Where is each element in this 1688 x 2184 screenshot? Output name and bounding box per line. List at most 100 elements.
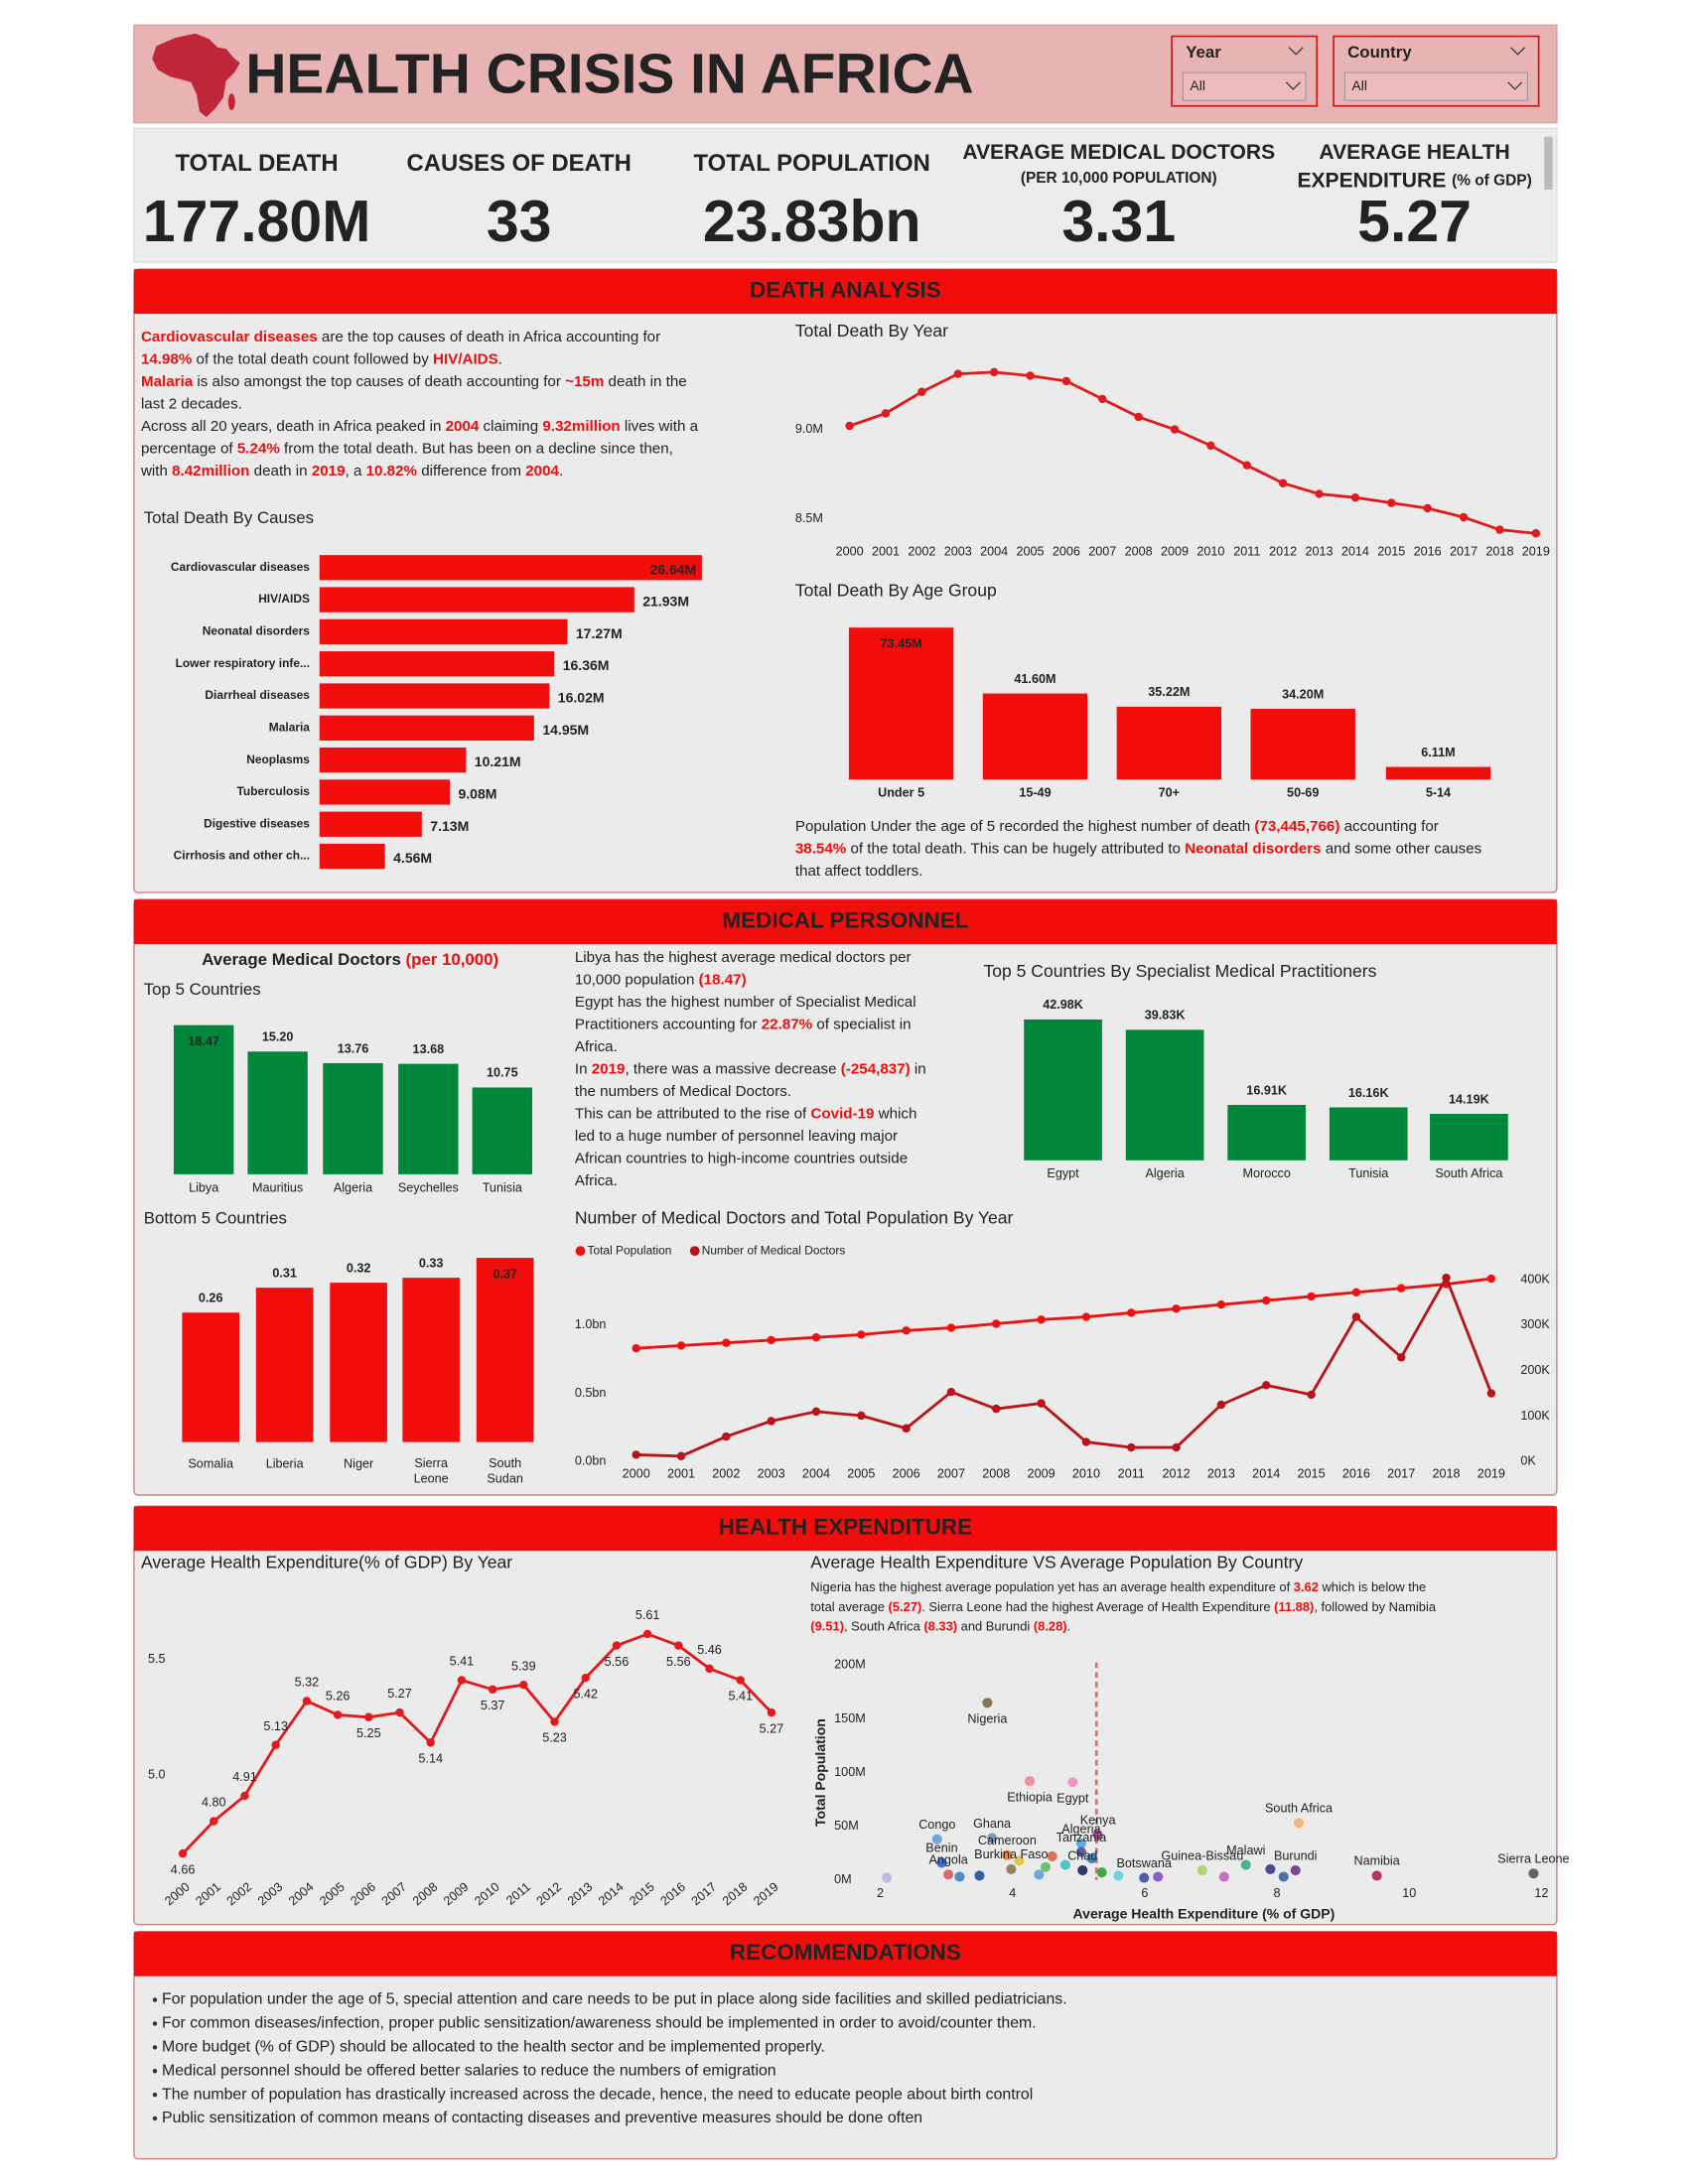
point-label: Guinea-Bissau [1161,1848,1243,1862]
category-label: Tunisia [483,1180,523,1194]
scatter-point [1047,1850,1057,1862]
x-tick-label: 2017 [1387,1466,1415,1480]
x-tick-label: 12 [1534,1886,1548,1900]
data-point [767,1707,776,1717]
data-point [1216,1400,1226,1410]
paragraph-line: African countries to high-income countri… [575,1150,908,1166]
legend-marker [575,1246,586,1257]
x-tick-label: 2013 [1305,545,1333,559]
y-axis-title: Total Population [812,1718,828,1827]
point-label: Congo [918,1818,955,1832]
point-label: Burundi [1274,1848,1318,1862]
x-tick-label: 2 [877,1886,884,1900]
bar [323,1062,383,1174]
point-label: Cameroon [978,1834,1037,1847]
text-run: claiming [479,418,542,435]
bar [319,811,422,837]
x-tick-label: 2015 [1298,1466,1326,1480]
category-label: 50-69 [1287,786,1319,800]
paragraph-line: 38.54% of the total death. This can be h… [795,841,1482,858]
text-run: of the total death. This can be hugely a… [846,841,1185,858]
paragraph-line: last 2 decades. [141,395,242,412]
series-line [182,1632,773,1855]
point-label: Burkina Faso [974,1847,1048,1861]
scatter-point [982,1698,993,1708]
category-label: Egypt [1047,1166,1079,1180]
y-tick-label: 9.0M [795,422,823,436]
highlight-run: (-254,837) [841,1061,911,1078]
value-label: 15.20 [262,1030,294,1044]
paragraph-line: Practitioners accounting for 22.87% of s… [575,1017,912,1033]
series-line [635,1277,1492,1350]
data-point [1242,461,1251,470]
highlight-run: Covid-19 [810,1105,874,1122]
x-tick-label: 2019 [1522,545,1550,559]
paragraph-line: In 2019, there was a massive decrease (-… [575,1061,926,1078]
point-label: Ethiopia [1007,1790,1054,1804]
legend-marker [689,1246,700,1257]
x-tick-label: 2005 [847,1466,875,1480]
text-run: . [1067,1619,1071,1634]
data-point [457,1676,467,1685]
data-point [1315,489,1324,498]
data-point [1098,394,1107,404]
text-run: death in the [604,373,686,390]
data-point [1026,371,1035,380]
x-tick-label: 2000 [836,545,864,559]
bar [402,1278,460,1442]
x-tick-label: 2014 [1252,1466,1280,1480]
scatter-point [1059,1859,1071,1870]
x-tick-label: 2003 [944,545,972,559]
madagascar-icon [227,93,235,110]
data-point [1396,1353,1406,1362]
paragraph-line: Africa. [575,1038,618,1055]
value-label: 5.41 [728,1690,753,1704]
data-point [1037,1315,1046,1324]
chart-title: Total Death By Causes [144,508,314,527]
data-point [333,1710,343,1719]
value-label: 16.02M [558,690,605,706]
section-bar [133,269,1557,315]
value-label: 16.16K [1348,1086,1389,1100]
data-point [1170,425,1180,434]
data-point [1216,1299,1226,1309]
paragraph-line: (9.51), South Africa (8.33) and Burundi … [810,1619,1070,1634]
paragraph-line: that affect toddlers. [795,863,923,880]
y-tick-label: 0.5bn [575,1386,607,1400]
scatter-point [1092,1830,1103,1841]
highlight-run: 5.24% [237,440,280,457]
category-label: Seychelles [398,1180,459,1194]
bar [472,1087,533,1174]
value-label: 16.36M [563,657,610,673]
text-run: , South Africa [844,1619,923,1634]
point-label: Chad [1067,1848,1097,1862]
text-run: of the total death count followed by [192,350,433,367]
data-point [767,1335,775,1345]
data-point [488,1685,497,1695]
value-label: 5.56 [605,1655,630,1669]
bar [255,1288,314,1442]
x-tick-label: 2009 [1028,1466,1055,1480]
chart-title: Average Health Expenditure(% of GDP) By … [141,1552,512,1571]
category-label: Sierra Leone [414,1456,449,1485]
data-point [1127,1308,1136,1317]
text-run: Practitioners accounting for [575,1017,762,1033]
kpi-value: 5.27 [1357,189,1472,254]
text-run: Population Under the age of 5 recorded t… [795,818,1255,835]
category-label: Algeria [1145,1166,1185,1180]
filter-select[interactable] [1182,71,1307,101]
point-label: South Africa [1265,1802,1334,1816]
bar [330,1283,387,1442]
highlight-run: (18.47) [699,972,747,989]
value-label: 5.56 [666,1655,691,1669]
text-run: . [498,350,502,367]
recommendation: Medical personnel should be offered bett… [162,2062,776,2079]
category-label: Mauritius [252,1180,303,1194]
scrollbar [1544,136,1553,191]
x-tick-label: 8 [1274,1886,1281,1900]
text-run: difference from [417,463,525,479]
y-tick-label: 0M [834,1872,852,1886]
bar [1385,766,1491,780]
filter-select[interactable] [1343,71,1528,101]
bar [319,748,467,773]
